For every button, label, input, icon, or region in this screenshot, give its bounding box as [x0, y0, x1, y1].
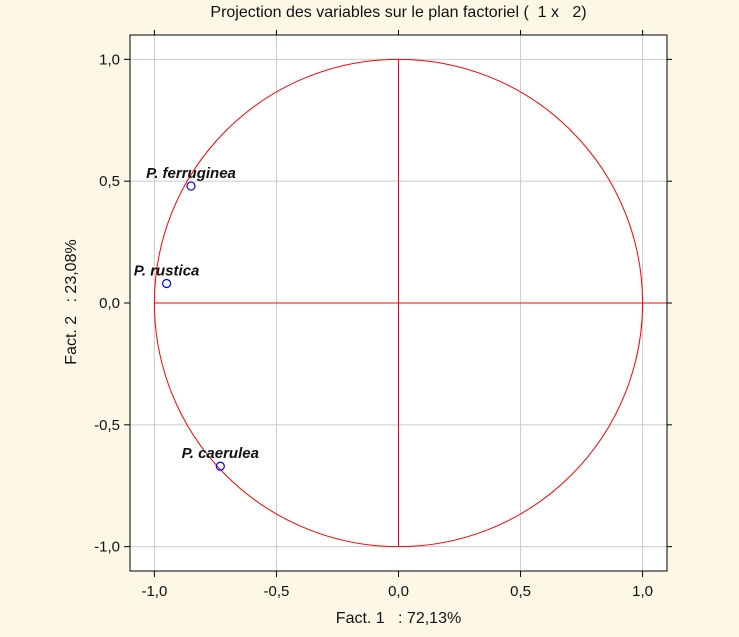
- plot-frame: [129, 34, 668, 572]
- x-tick-label: -0,5: [264, 583, 290, 600]
- x-tick-label: 0,5: [510, 583, 531, 600]
- x-axis-label: Fact. 1 : 72,13%: [335, 610, 462, 627]
- reference-lines: [153, 58, 667, 548]
- y-tick-label: 1,0: [99, 51, 120, 68]
- chart-title: Projection des variables sur le plan fac…: [210, 4, 587, 21]
- y-tick-label: 0,5: [99, 173, 120, 190]
- y-tick-label: -0,5: [94, 417, 120, 434]
- correlation-circle: [153, 58, 644, 548]
- data-point: [162, 278, 172, 289]
- y-tick-label: 0,0: [99, 295, 120, 312]
- y-tick-label: -1,0: [94, 539, 120, 556]
- x-tick-label: 1,0: [632, 583, 653, 600]
- data-point-label: P. caerulea: [182, 445, 259, 462]
- data-point: [186, 181, 196, 191]
- axis-ticks: -1,0 -0,5 0,0 0,5 1,0 -1,0 -0,5 0,0 0,5 1,0: [94, 30, 672, 600]
- x-tick-label: -1,0: [141, 583, 167, 600]
- data-point: [215, 461, 225, 471]
- data-points: P. ferruginea P. rustica P. caerulea: [134, 165, 259, 471]
- data-point-label: P. rustica: [134, 263, 200, 280]
- data-point-label: P. ferruginea: [146, 165, 236, 182]
- x-tick-label: 0,0: [388, 583, 409, 600]
